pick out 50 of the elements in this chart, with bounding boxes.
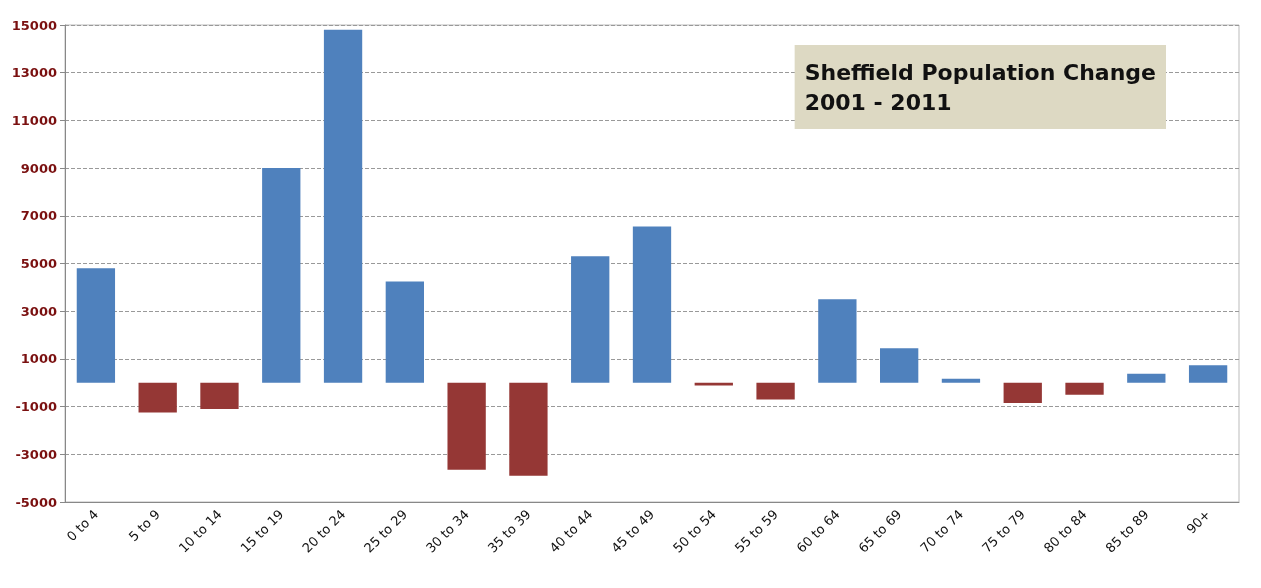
bar (76, 268, 116, 383)
bar (1188, 365, 1228, 383)
x-tick-label: 0 to 4 (63, 506, 102, 545)
x-tick-label: 5 to 9 (125, 506, 163, 545)
y-tick-label: 1000 (20, 351, 57, 367)
x-tick-label: 85 to 89 (1102, 506, 1152, 556)
bar (447, 382, 486, 470)
bar (880, 348, 919, 383)
bar (756, 382, 795, 400)
bar (632, 226, 672, 383)
x-tick-label: 70 to 74 (917, 506, 967, 556)
y-tick-label: 11000 (11, 112, 57, 128)
x-tick-label: 45 to 49 (608, 506, 658, 556)
x-tick-label: 65 to 69 (855, 506, 905, 556)
y-tick-label: 7000 (20, 208, 57, 224)
bar (509, 382, 548, 476)
x-tick-label: 25 to 29 (361, 506, 411, 556)
y-tick-label: 9000 (20, 160, 57, 176)
bar (694, 382, 733, 386)
bar (1127, 373, 1166, 383)
x-tick-label: 90+ (1183, 506, 1214, 537)
x-tick-label: 55 to 59 (731, 506, 781, 556)
y-tick-label: -1000 (15, 399, 57, 415)
y-tick-label: -3000 (15, 446, 57, 462)
x-tick-label: 15 to 19 (237, 506, 287, 556)
bar (200, 382, 239, 409)
x-tick-label: 20 to 24 (299, 506, 349, 556)
x-tick-label: 35 to 39 (484, 506, 534, 556)
bar (323, 29, 363, 383)
x-tick-label: 30 to 34 (422, 506, 472, 556)
bar (1065, 382, 1104, 395)
x-tick-label: 10 to 14 (175, 506, 225, 556)
y-tick-label: 13000 (11, 65, 57, 81)
x-tick-label: 80 to 84 (1040, 506, 1090, 556)
y-tick-label: 15000 (11, 17, 57, 33)
text: Sheffield Population Change 2001 - 2011 (804, 59, 1157, 115)
y-tick-label: 5000 (20, 256, 57, 271)
bar (818, 299, 857, 383)
bar (262, 168, 301, 383)
x-tick-label: 50 to 54 (670, 506, 720, 556)
bar (571, 256, 610, 383)
bar (1003, 382, 1042, 404)
y-tick-label: -5000 (15, 494, 57, 510)
bar (138, 382, 177, 413)
x-tick-label: 60 to 64 (793, 506, 843, 556)
x-tick-label: 40 to 44 (546, 506, 596, 556)
bar (941, 378, 981, 383)
bar (385, 281, 424, 383)
y-tick-label: 3000 (20, 303, 57, 319)
x-tick-label: 75 to 79 (979, 506, 1029, 556)
